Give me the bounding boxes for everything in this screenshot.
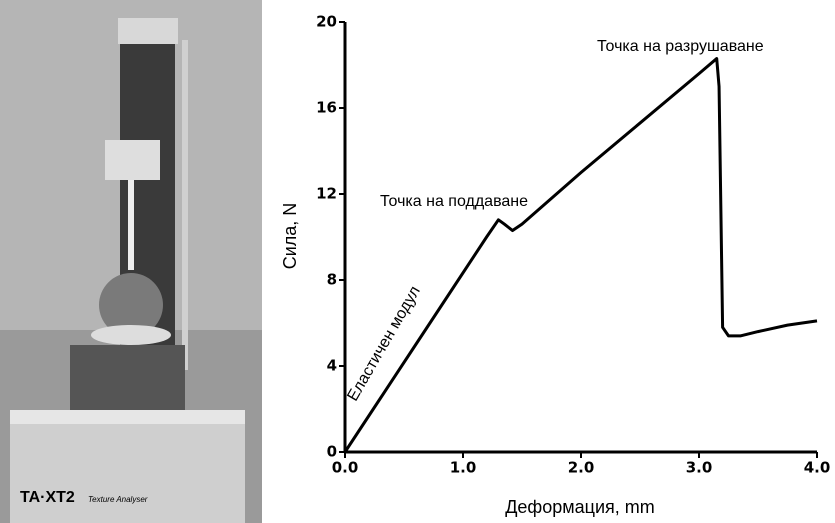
annotation: Точка на разрушаване — [597, 38, 764, 55]
probe-head — [105, 140, 160, 180]
photo: TA·XT2 Texture Analyser — [0, 0, 262, 523]
y-axis-label: Сила, N — [280, 203, 300, 270]
y-tick-label: 20 — [316, 13, 337, 31]
x-tick-label: 0.0 — [332, 459, 359, 477]
x-axis-label: Деформация, mm — [505, 497, 655, 517]
y-tick-label: 4 — [327, 357, 337, 375]
plate — [91, 325, 171, 345]
annotation: Точка на поддаване — [380, 193, 528, 210]
y-tick-label: 0 — [327, 443, 337, 461]
y-tick-label: 12 — [316, 185, 337, 203]
annotation: Еластичен модул — [344, 283, 424, 404]
rod — [182, 40, 188, 370]
probe — [128, 180, 134, 270]
base-top — [10, 410, 245, 424]
x-tick-label: 1.0 — [450, 459, 477, 477]
chart: Деформация, mm Сила, N Еластичен модул Т… — [280, 13, 831, 517]
data-line — [343, 57, 818, 453]
x-tick-label: 2.0 — [568, 459, 595, 477]
y-tick-label: 16 — [316, 99, 337, 117]
top-cap — [118, 18, 178, 44]
y-tick-label: 8 — [327, 271, 337, 289]
x-tick-label: 3.0 — [686, 459, 713, 477]
photo-brand: TA·XT2 — [20, 489, 75, 506]
x-tick-label: 4.0 — [804, 459, 831, 477]
apple — [99, 273, 163, 337]
photo-subtitle: Texture Analyser — [88, 495, 148, 504]
analyser-base — [10, 410, 245, 523]
platform — [70, 345, 185, 410]
